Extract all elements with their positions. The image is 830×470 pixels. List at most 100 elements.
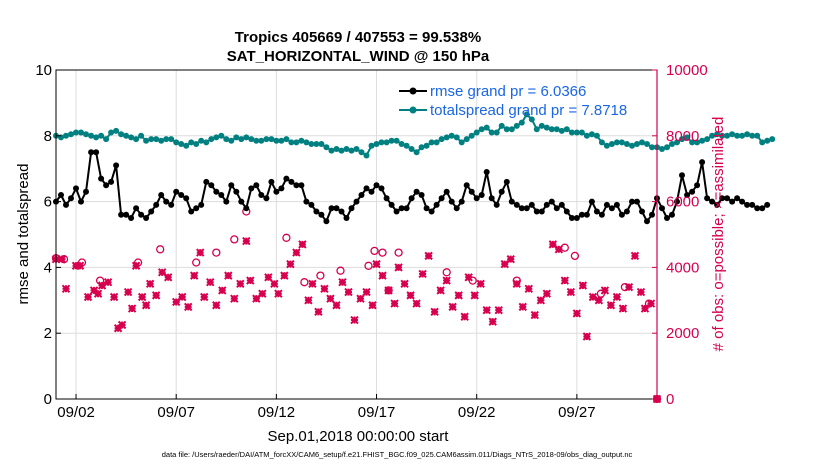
totalspread-point-43 bbox=[268, 136, 275, 143]
rmse-point-68 bbox=[393, 208, 400, 215]
obs-assimilated-point-12 bbox=[117, 320, 127, 330]
totalspread-point-64 bbox=[373, 141, 380, 147]
rmse-point-50 bbox=[303, 198, 310, 205]
obs-assimilated-point-34 bbox=[242, 236, 251, 246]
obs-assimilated-point-1 bbox=[57, 254, 67, 264]
y-right-tick-label-5: 10000 bbox=[666, 62, 708, 79]
rmse-point-110 bbox=[603, 201, 610, 208]
totalspread-point-52 bbox=[313, 141, 320, 147]
totalspread-point-118 bbox=[644, 141, 650, 147]
obs-assimilated-point-36 bbox=[252, 294, 261, 303]
rmse-point-117 bbox=[639, 208, 645, 215]
totalspread-point-125 bbox=[679, 136, 685, 143]
rmse-point-82 bbox=[463, 182, 470, 189]
rmse-point-64 bbox=[373, 182, 380, 189]
rmse-point-119 bbox=[649, 211, 655, 218]
totalspread-point-93 bbox=[518, 119, 525, 126]
totalspread-point-31 bbox=[208, 136, 215, 143]
x-axis: 09/02 09/07 09/12 09/17 09/22 09/27 bbox=[57, 394, 596, 421]
rmse-point-97 bbox=[538, 208, 545, 215]
obs-possible-point-2 bbox=[77, 258, 87, 267]
obs-possible-point-15 bbox=[370, 246, 379, 256]
obs-assimilated-point-96 bbox=[600, 286, 610, 295]
rmse-point-80 bbox=[453, 205, 460, 212]
obs-assimilated-point-8 bbox=[97, 281, 107, 290]
obs-assimilated-point-95 bbox=[594, 296, 604, 305]
totalspread-point-6 bbox=[83, 131, 89, 138]
totalspread-point-32 bbox=[213, 134, 220, 141]
rmse-point-11 bbox=[108, 178, 115, 185]
rmse-point-10 bbox=[103, 182, 110, 189]
rmse-point-88 bbox=[493, 201, 500, 208]
rmse-point-111 bbox=[608, 205, 615, 212]
rmse-point-61 bbox=[358, 192, 365, 198]
obs-assimilated-point-13 bbox=[123, 287, 133, 297]
obs-assimilated-point-82 bbox=[518, 302, 527, 312]
obs-assimilated-point-44 bbox=[298, 240, 307, 249]
totalspread-point-71 bbox=[408, 146, 415, 152]
rmse-point-115 bbox=[629, 198, 635, 205]
totalspread-point-38 bbox=[243, 134, 250, 141]
rmse-point-19 bbox=[148, 208, 155, 215]
totalspread-point-17 bbox=[138, 132, 145, 139]
totalspread-point-15 bbox=[128, 134, 135, 141]
obs-assimilated-point-20 bbox=[157, 268, 167, 277]
obs-possible-point-26 bbox=[644, 299, 654, 308]
obs-assimilated-point-54 bbox=[356, 294, 365, 303]
totalspread-point-91 bbox=[508, 126, 515, 133]
totalspread-point-105 bbox=[578, 129, 585, 136]
obs-assimilated-point-19 bbox=[151, 291, 161, 300]
rmse-point-43 bbox=[268, 178, 275, 185]
totalspread-point-76 bbox=[433, 139, 440, 146]
totalspread-point-101 bbox=[558, 127, 565, 134]
rmse-point-116 bbox=[634, 198, 640, 205]
obs-assimilated-point-91 bbox=[572, 309, 582, 318]
totalspread-point-115 bbox=[629, 142, 635, 149]
totalspread-point-104 bbox=[573, 129, 580, 136]
chart-title: Tropics 405669 / 407553 = 99.538% bbox=[235, 29, 481, 46]
rmse-point-39 bbox=[248, 185, 255, 192]
obs-assimilated-point-40 bbox=[274, 289, 283, 298]
obs-possible-point-19 bbox=[442, 268, 451, 277]
rmse-point-98 bbox=[543, 201, 550, 208]
obs-assimilated-point-55 bbox=[362, 287, 371, 297]
obs-assimilated-point-42 bbox=[286, 259, 295, 269]
totalspread-point-5 bbox=[78, 129, 84, 136]
rmse-point-85 bbox=[478, 192, 485, 198]
obs-possible-point-3 bbox=[95, 276, 105, 285]
obs-assimilated-point-53 bbox=[350, 315, 359, 325]
obs-possible-point-22 bbox=[560, 243, 569, 252]
totalspread-point-131 bbox=[709, 132, 716, 139]
rmse-point-99 bbox=[548, 198, 555, 205]
obs-assimilated-point-76 bbox=[482, 305, 491, 315]
obs-assimilated-point-68 bbox=[436, 286, 445, 295]
rmse-point-55 bbox=[328, 205, 335, 212]
totalspread-point-137 bbox=[739, 132, 746, 139]
rmse-point-18 bbox=[143, 215, 150, 221]
obs-assimilated-point-30 bbox=[218, 286, 227, 295]
rmse-point-124 bbox=[674, 198, 680, 205]
obs-possible-point-10 bbox=[282, 233, 291, 242]
rmse-point-140 bbox=[754, 205, 761, 212]
legend-rmse-label: rmse grand pr = 6.0366 bbox=[430, 83, 586, 100]
obs-assimilated-point-58 bbox=[378, 271, 387, 280]
rmse-point-107 bbox=[588, 198, 595, 205]
rmse-point-53 bbox=[318, 211, 325, 218]
y-right-tick-label-4: 8000 bbox=[666, 128, 699, 145]
obs-assimilated-point-85 bbox=[536, 296, 546, 305]
totalspread-point-67 bbox=[388, 137, 395, 144]
totalspread-point-28 bbox=[193, 141, 200, 147]
legend-rmse-marker bbox=[409, 87, 417, 95]
totalspread-point-34 bbox=[223, 136, 230, 143]
obs-assimilated-point-3 bbox=[71, 261, 81, 270]
totalspread-point-117 bbox=[639, 139, 645, 146]
obs-assimilated-point-52 bbox=[344, 287, 353, 297]
obs-assimilated-point-90 bbox=[566, 287, 576, 297]
obs-assimilated-point-31 bbox=[224, 271, 233, 280]
totalspread-point-58 bbox=[343, 146, 350, 152]
totalspread-point-124 bbox=[674, 139, 680, 146]
totalspread-point-141 bbox=[759, 139, 766, 146]
rmse-point-2 bbox=[63, 201, 69, 208]
obs-assimilated-point-41 bbox=[280, 271, 289, 280]
totalspread-point-51 bbox=[308, 141, 315, 147]
